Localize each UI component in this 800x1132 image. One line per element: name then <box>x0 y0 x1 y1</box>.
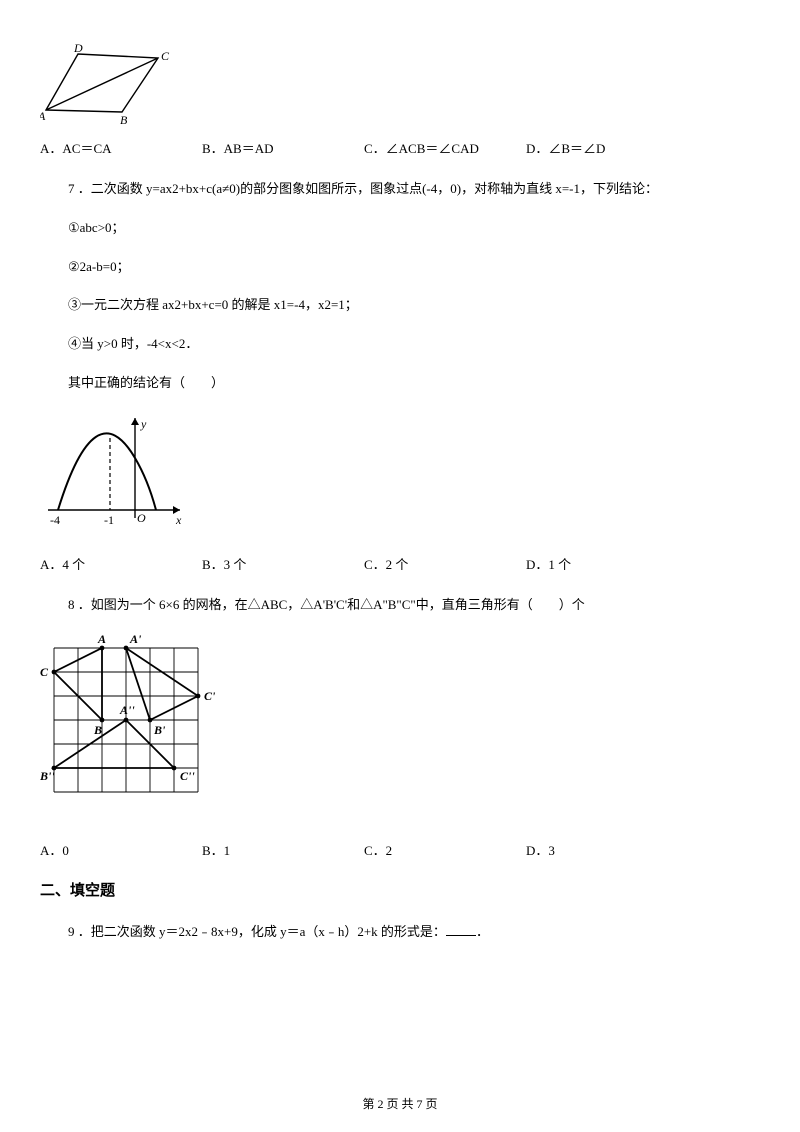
q7-item1: ①abc>0； <box>68 218 760 239</box>
svg-text:C'': C'' <box>180 769 195 783</box>
svg-text:A: A <box>40 109 46 123</box>
parabola-svg: Ox y -4 -1 <box>40 410 185 540</box>
q7-opt-b: B．3 个 <box>202 554 364 573</box>
q6-options: A．AC＝CA B．AB＝AD C．∠ACB＝∠CAD D．∠B＝∠D <box>40 138 760 157</box>
svg-text:-4: -4 <box>50 513 60 527</box>
q7-options: A．4 个 B．3 个 C．2 个 D．1 个 <box>40 554 760 573</box>
q8-opt-c: C．2 <box>364 840 526 859</box>
q8-opt-a: A．0 <box>40 840 202 859</box>
q7-stem: 7 ．二次函数 y=ax2+bx+c(a≠0)的部分图象如图所示，图象过点(-4… <box>68 179 760 200</box>
q6-opt-d: D．∠B＝∠D <box>526 138 688 157</box>
grid-svg: A A' C C' B A'' B' B'' C'' <box>40 634 232 826</box>
rhombus-svg: A B C D <box>40 44 170 124</box>
q8-opt-b: B．1 <box>202 840 364 859</box>
q8-opt-d: D．3 <box>526 840 688 859</box>
svg-text:A'': A'' <box>119 703 135 717</box>
q9-stem: 9 ．把二次函数 y＝2x2﹣8x+9，化成 y＝a（x﹣h）2+k 的形式是：… <box>68 922 760 943</box>
svg-text:y: y <box>140 417 147 431</box>
q7-opt-c: C．2 个 <box>364 554 526 573</box>
q7-opt-a: A．4 个 <box>40 554 202 573</box>
q6-opt-b: B．AB＝AD <box>202 138 364 157</box>
q8-stem: 8 ．如图为一个 6×6 的网格，在△ABC，△A'B'C'和△A"B"C"中，… <box>68 595 760 616</box>
q7-tail: 其中正确的结论有（ ） <box>68 373 760 394</box>
q7-item3: ③一元二次方程 ax2+bx+c=0 的解是 x1=-4，x2=1； <box>68 295 760 316</box>
q7-opt-d: D．1 个 <box>526 554 688 573</box>
page-footer: 第 2 页 共 7 页 <box>0 1095 800 1112</box>
svg-text:D: D <box>73 44 83 55</box>
q9-blank <box>446 923 476 936</box>
q7-item2: ②2a-b=0； <box>68 257 760 278</box>
svg-text:C: C <box>161 49 170 63</box>
q8-options: A．0 B．1 C．2 D．3 <box>40 840 760 859</box>
svg-text:B'': B'' <box>40 769 55 783</box>
svg-text:C': C' <box>204 689 216 703</box>
parabola-figure: Ox y -4 -1 <box>40 410 760 544</box>
svg-text:B': B' <box>153 723 166 737</box>
grid-figure: A A' C C' B A'' B' B'' C'' <box>40 634 760 830</box>
q6-opt-a: A．AC＝CA <box>40 138 202 157</box>
svg-text:A': A' <box>129 634 142 646</box>
section-2-heading: 二、填空题 <box>40 879 760 900</box>
q9-text: 9 ．把二次函数 y＝2x2﹣8x+9，化成 y＝a（x﹣h）2+k 的形式是： <box>68 924 446 939</box>
svg-text:C: C <box>40 665 49 679</box>
q6-opt-c: C．∠ACB＝∠CAD <box>364 138 526 157</box>
svg-text:x: x <box>175 513 182 527</box>
rhombus-figure: A B C D <box>40 44 760 128</box>
q7-item4: ④当 y>0 时，-4<x<2． <box>68 334 760 355</box>
svg-text:B: B <box>93 723 102 737</box>
svg-text:O: O <box>137 511 146 525</box>
svg-text:B: B <box>120 113 128 124</box>
svg-text:A: A <box>97 634 106 646</box>
svg-text:-1: -1 <box>104 513 114 527</box>
